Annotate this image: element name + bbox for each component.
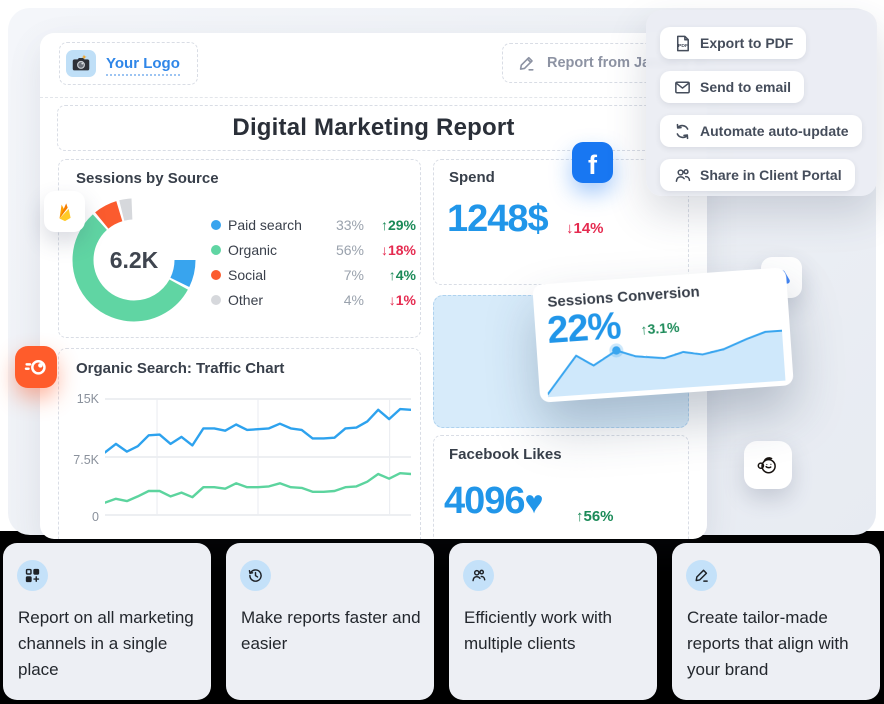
share-actions-menu: PDF Export to PDF Send to email Automate… — [646, 10, 877, 196]
pdf-icon: PDF — [673, 34, 692, 53]
feature-card: Make reports faster and easier — [226, 543, 434, 700]
camera-icon[interactable] — [66, 50, 96, 77]
legend-row: Other 4% ↓1% — [59, 291, 419, 311]
sessions-by-source-card: Sessions by Source 6.2K Paid search 33% … — [58, 159, 421, 338]
export-to-pdf-button[interactable]: PDF Export to PDF — [660, 27, 807, 59]
traffic-line-chart — [105, 398, 411, 516]
legend-change: ↑29% — [380, 217, 416, 233]
refresh-icon — [673, 122, 692, 141]
legend-change: ↑4% — [388, 267, 416, 283]
legend-change: ↓18% — [380, 242, 416, 258]
facebook-likes-change: ↑56% — [576, 508, 614, 525]
conversion-area-chart — [546, 329, 786, 398]
legend-percent: 56% — [335, 242, 364, 258]
feature-text: Efficiently work with multiple clients — [464, 608, 613, 653]
page-title: Digital Marketing Report — [232, 114, 515, 141]
your-logo-link[interactable]: Your Logo — [106, 55, 180, 76]
legend-percent: 4% — [343, 292, 364, 308]
legend-percent: 33% — [335, 217, 364, 233]
pen-icon — [686, 560, 717, 591]
card-title: Sessions by Source — [76, 170, 219, 187]
automate-auto-update-button[interactable]: Automate auto-update — [660, 115, 862, 147]
spend-change: ↓14% — [566, 220, 604, 237]
sessions-conversion-card: Sessions Conversion 22% ↑3.1% — [532, 267, 794, 403]
edit-pencil-icon — [517, 54, 536, 73]
donut-total: 6.2K — [109, 246, 159, 273]
feature-text: Make reports faster and easier — [241, 608, 421, 653]
legend-row: Paid search 33% ↑29% — [59, 216, 419, 236]
people-icon — [673, 166, 692, 185]
legend-label: Organic — [228, 242, 278, 258]
mail-icon — [673, 78, 692, 97]
header-divider — [40, 97, 707, 98]
traffic-chart-card: Organic Search: Traffic Chart 15K 7.5K 0 — [58, 348, 421, 539]
card-title: Organic Search: Traffic Chart — [76, 360, 285, 377]
spend-value: 1248$ — [447, 198, 549, 240]
send-to-email-button[interactable]: Send to email — [660, 71, 805, 103]
semrush-icon — [15, 346, 57, 388]
legend-percent: 7% — [343, 267, 364, 283]
y-tick: 15K — [76, 392, 99, 406]
logo-placeholder[interactable]: Your Logo — [59, 42, 198, 85]
sessions-donut-chart — [72, 198, 196, 322]
legend-row: Organic 56% ↓18% — [59, 241, 419, 261]
clock-history-icon — [240, 560, 271, 591]
feature-card: Efficiently work with multiple clients — [449, 543, 657, 700]
legend-dot — [211, 295, 221, 305]
feature-card: Create tailor-made reports that align wi… — [672, 543, 880, 700]
card-title: Sessions Conversion — [546, 283, 701, 311]
feature-text: Create tailor-made reports that align wi… — [687, 608, 849, 679]
legend-dot — [211, 245, 221, 255]
legend-label: Social — [228, 267, 267, 283]
firebase-icon — [44, 191, 85, 232]
clients-icon — [463, 560, 494, 591]
facebook-likes-card: Facebook Likes 4096♥ ↑56% — [433, 435, 689, 539]
legend-change: ↓1% — [388, 292, 416, 308]
facebook-likes-value: 4096♥ — [444, 480, 544, 522]
y-tick: 7.5K — [73, 453, 99, 467]
heart-icon: ♥ — [524, 484, 544, 520]
card-title: Spend — [449, 169, 495, 186]
legend-row: Social 7% ↑4% — [59, 266, 419, 286]
y-tick: 0 — [92, 510, 99, 524]
svg-text:PDF: PDF — [678, 42, 688, 48]
card-title: Facebook Likes — [449, 446, 562, 463]
legend-dot — [211, 270, 221, 280]
feature-text: Report on all marketing channels in a si… — [18, 608, 194, 679]
legend-dot — [211, 220, 221, 230]
dashboard-grid-icon — [17, 560, 48, 591]
share-in-client-portal-button[interactable]: Share in Client Portal — [660, 159, 855, 191]
mailchimp-icon — [744, 441, 792, 489]
legend-label: Paid search — [228, 217, 302, 233]
facebook-icon: f — [572, 142, 613, 183]
legend-label: Other — [228, 292, 264, 308]
feature-card: Report on all marketing channels in a si… — [3, 543, 211, 700]
